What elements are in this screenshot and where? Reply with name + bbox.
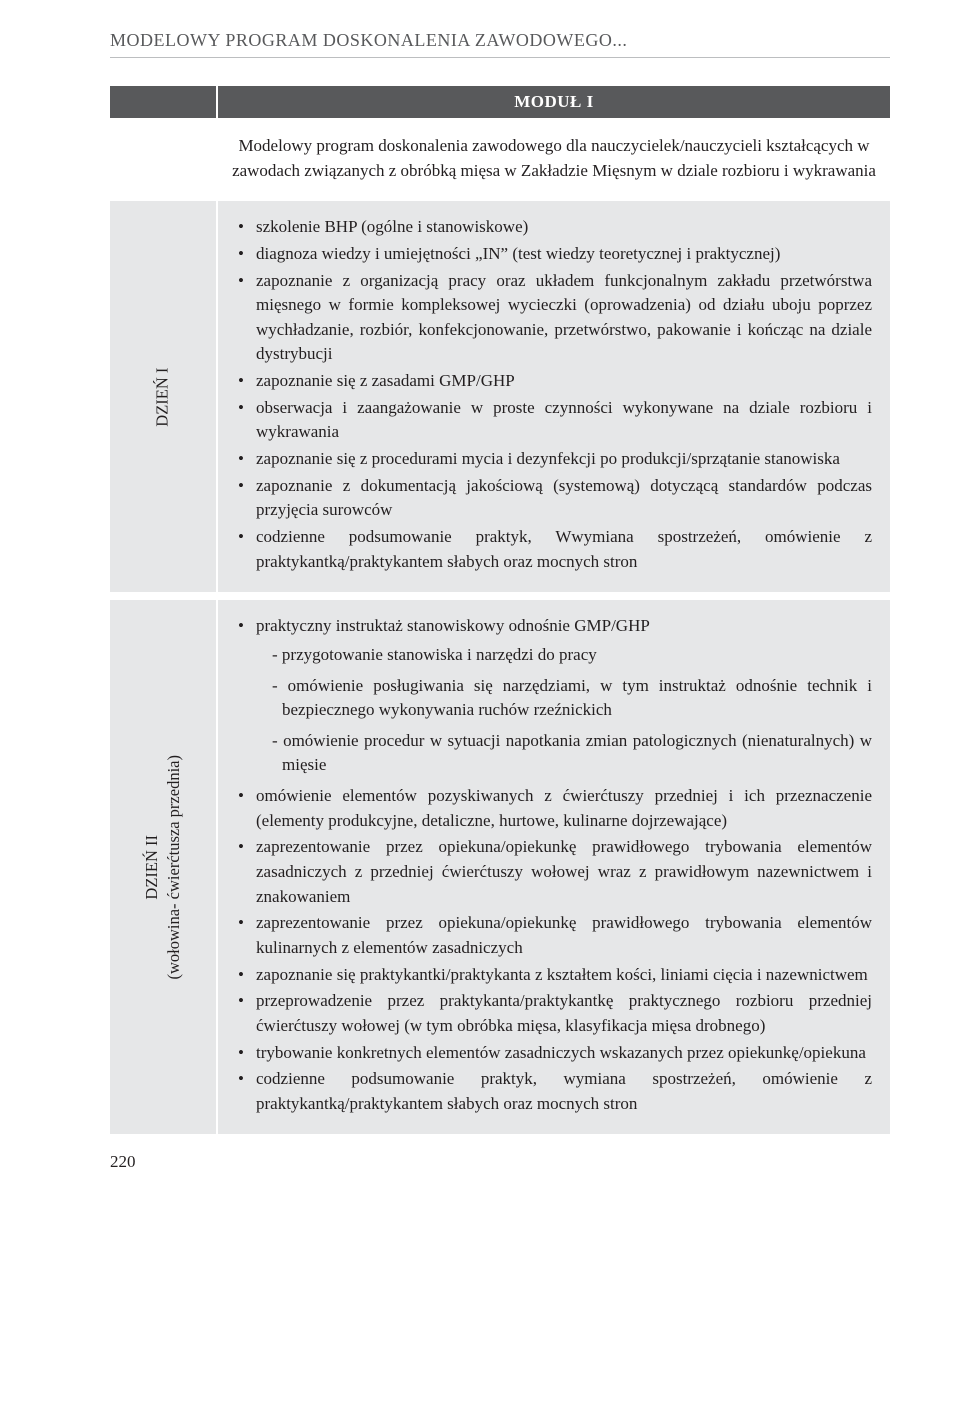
page-number: 220	[110, 1152, 890, 1172]
day1-row: DZIEŃ I szkolenie BHP (ogólne i stanowis…	[110, 201, 890, 592]
list-item: zaprezentowanie przez opiekuna/opiekunkę…	[252, 911, 872, 960]
day2-lead-text: praktyczny instruktaż stanowiskowy odnoś…	[256, 616, 650, 635]
list-item: zapoznanie z dokumentacją jakościową (sy…	[252, 474, 872, 523]
module-bar-left-cap	[110, 86, 218, 118]
list-item: omówienie elementów pozyskiwanych z ćwie…	[252, 784, 872, 833]
list-item: codzienne podsumowanie praktyk, wymiana …	[252, 1067, 872, 1116]
header-rule	[110, 57, 890, 58]
day2-row: DZIEŃ II (wołowina- ćwierćtusza przednia…	[110, 600, 890, 1134]
list-item: codzienne podsumowanie praktyk, Wwymiana…	[252, 525, 872, 574]
list-item: zapoznanie się praktykantki/praktykanta …	[252, 963, 872, 988]
sub-item: - omówienie procedur w sytuacji napotkan…	[272, 729, 872, 778]
sub-item: - omówienie posługiwania się narzędziami…	[272, 674, 872, 723]
day2-list: praktyczny instruktaż stanowiskowy odnoś…	[236, 614, 872, 1116]
list-item: przeprowadzenie przez praktykanta/prakty…	[252, 989, 872, 1038]
day2-label: DZIEŃ II (wołowina- ćwierćtusza przednia…	[141, 755, 186, 979]
day1-list: szkolenie BHP (ogólne i stanowiskowe) di…	[236, 215, 872, 574]
day2-sublist: - przygotowanie stanowiska i narzędzi do…	[256, 643, 872, 778]
list-item: zapoznanie się z zasadami GMP/GHP	[252, 369, 872, 394]
module-title: MODUŁ I	[218, 86, 890, 118]
list-item: zapoznanie z organizacją pracy oraz ukła…	[252, 269, 872, 368]
list-item: diagnoza wiedzy i umiejętności „IN” (tes…	[252, 242, 872, 267]
list-item: obserwacja i zaangażowanie w proste czyn…	[252, 396, 872, 445]
page: MODELOWY PROGRAM DOSKONALENIA ZAWODOWEGO…	[0, 0, 960, 1202]
day2-label-cell: DZIEŃ II (wołowina- ćwierćtusza przednia…	[110, 600, 218, 1134]
day1-label-cell: DZIEŃ I	[110, 201, 218, 592]
intro-spacer	[110, 130, 218, 193]
module-title-bar: MODUŁ I	[110, 86, 890, 118]
list-item: zapoznanie się z procedurami mycia i dez…	[252, 447, 872, 472]
list-item: praktyczny instruktaż stanowiskowy odnoś…	[252, 614, 872, 778]
day2-content: praktyczny instruktaż stanowiskowy odnoś…	[218, 600, 890, 1134]
day1-content: szkolenie BHP (ogólne i stanowiskowe) di…	[218, 201, 890, 592]
day2-label-line1: DZIEŃ II	[142, 835, 161, 900]
day2-label-line2: (wołowina- ćwierćtusza przednia)	[164, 755, 183, 979]
list-item: zaprezentowanie przez opiekuna/opiekunkę…	[252, 835, 872, 909]
sub-item: - przygotowanie stanowiska i narzędzi do…	[272, 643, 872, 668]
list-item: szkolenie BHP (ogólne i stanowiskowe)	[252, 215, 872, 240]
module-intro-text: Modelowy program doskonalenia zawodowego…	[218, 130, 890, 193]
running-header: MODELOWY PROGRAM DOSKONALENIA ZAWODOWEGO…	[110, 30, 890, 51]
module-intro-row: Modelowy program doskonalenia zawodowego…	[110, 130, 890, 193]
list-item: trybowanie konkretnych elementów zasadni…	[252, 1041, 872, 1066]
day1-label: DZIEŃ I	[152, 367, 174, 426]
